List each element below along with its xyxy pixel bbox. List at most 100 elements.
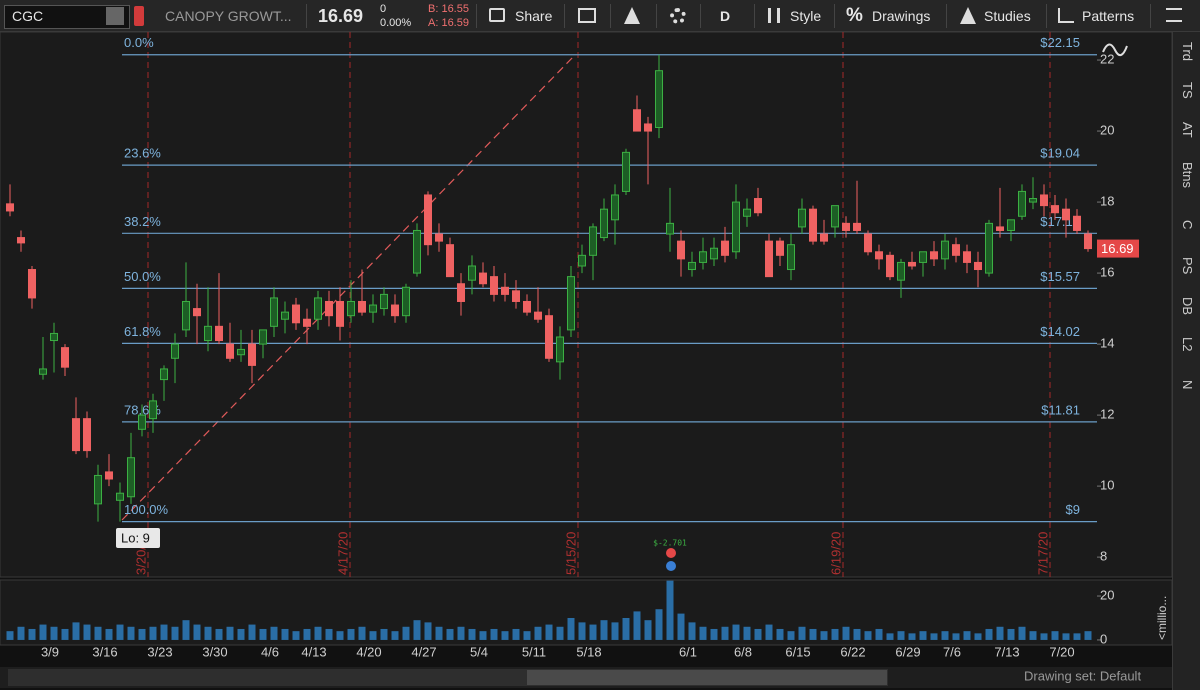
volume-bar [567,617,575,640]
candle-body [644,123,652,132]
volume-bar [710,628,718,640]
share-icon[interactable] [489,8,505,22]
x-tick-label: 4/20 [356,644,381,659]
volume-bar [996,626,1004,640]
candle-body [336,300,344,327]
drawings-icon[interactable]: % [846,5,863,26]
menu-icon[interactable] [1166,8,1182,22]
volume-bar [215,628,223,640]
x-tick-label: 3/16 [92,644,117,659]
x-tick-label: 3/30 [202,644,227,659]
volume-bar [633,611,641,640]
candle-body [578,254,586,267]
volume-bar [17,626,25,640]
sidebar-tab[interactable]: AT [1180,122,1195,138]
last-price-tag [1097,239,1139,258]
drawing-tool-icon[interactable] [1102,43,1128,57]
volume-bar [50,626,58,640]
volume-bar [589,624,597,640]
last-price: 16.69 [318,6,364,26]
earnings-icon [666,548,676,558]
volume-bar [963,631,971,640]
candle-body [39,368,47,375]
x-tick-label: 6/8 [734,644,752,659]
volume-bar [501,631,509,640]
style-button[interactable]: Style [790,8,822,24]
volume-bar [248,624,256,640]
link-button[interactable] [134,6,144,26]
volume-bar [1062,633,1070,640]
candle-body [622,151,630,192]
volume-bar [776,628,784,640]
sidebar-tab[interactable]: PS [1180,257,1195,275]
candle-body [94,474,102,505]
alert-icon[interactable] [578,8,596,23]
sidebar-tab[interactable]: Btns [1180,162,1195,189]
sidebar-tab[interactable]: L2 [1180,337,1195,352]
drawings-button[interactable]: Drawings [872,8,931,24]
lab-icon[interactable] [624,7,640,24]
volume-bar [798,626,806,640]
symbol[interactable]: CGC [12,8,44,24]
fib-ratio: 61.8% [124,324,161,339]
volume-bar [886,633,894,640]
aggregation[interactable]: D [720,8,731,24]
volume-bar [226,626,234,640]
sidebar-tab[interactable]: N [1180,380,1195,390]
candle-body [1007,219,1015,231]
volume-bar [611,622,619,640]
candle-body [655,70,663,129]
volume-bar [556,626,564,640]
drawing-set[interactable]: Drawing set: Default [1024,668,1141,683]
candle-body [347,300,355,317]
volume-bar [292,631,300,640]
volume-bar [413,620,421,640]
volume-bar [930,633,938,640]
candle-body [633,109,641,132]
description: CANOPY GROWT... [165,8,292,24]
separator [1046,4,1047,28]
dropdown[interactable] [106,7,124,25]
candle-body [545,315,553,359]
volume-bar [1073,633,1081,640]
candle-body [556,336,564,363]
fib-ratio: 38.2% [124,214,161,229]
style-icon[interactable] [768,8,780,23]
volume-bar [908,633,916,640]
separator [656,4,657,28]
fib-price: $11.81 [1041,402,1080,417]
fib-price: $17.12 [1040,214,1080,229]
sidebar-tab[interactable]: C [1180,220,1195,230]
settings-icon[interactable] [670,8,686,24]
volume-bar [787,631,795,640]
candle-body [402,286,410,317]
candle-body [754,198,762,214]
sidebar-tab[interactable]: DB [1180,297,1195,316]
y-tick-label: 16 [1100,265,1114,280]
studies-button[interactable]: Studies [984,8,1031,24]
candle-body [699,251,707,263]
sidebar-tab[interactable]: TS [1180,82,1195,99]
candle-body [6,203,14,212]
separator [700,4,701,28]
candle-body [1084,233,1092,250]
share-button[interactable]: Share [515,8,553,24]
volume-bar [688,622,696,640]
candle-body [842,222,850,231]
candle-body [259,329,267,345]
patterns-icon[interactable] [1058,8,1074,23]
volume-bar [149,626,157,640]
volume-bar [622,617,630,640]
studies-icon[interactable] [960,7,976,24]
x-tick-label: 4/13 [301,644,326,659]
candle-body [413,229,421,274]
patterns-button[interactable]: Patterns [1082,8,1135,24]
scroll-thumb[interactable] [527,670,887,685]
fib-price: $19.04 [1040,146,1080,161]
sidebar-tab[interactable]: Trd [1180,42,1195,62]
volume-bar [1051,631,1059,640]
volume-bar [281,628,289,640]
y-tick-label: 8 [1100,549,1107,564]
x-tick-label: 7/13 [994,644,1019,659]
candle-body [864,233,872,253]
